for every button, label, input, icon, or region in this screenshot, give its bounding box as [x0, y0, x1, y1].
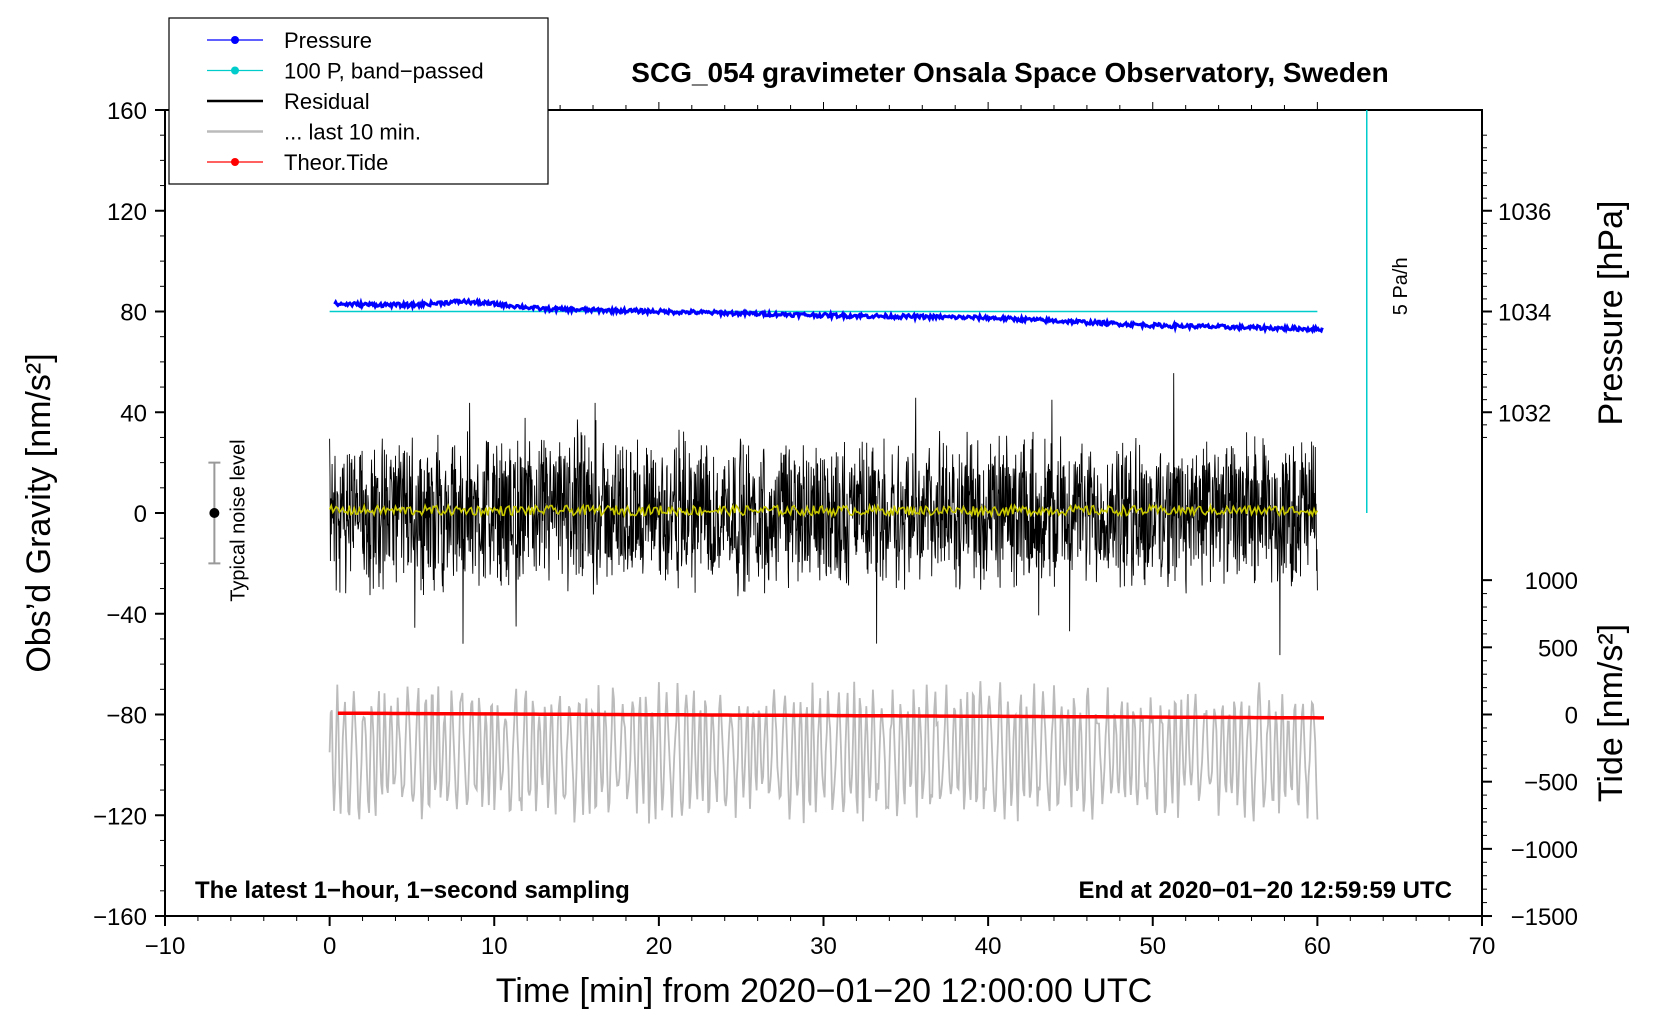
tide-axis-label: Tide [nm/s²] — [1592, 624, 1630, 802]
legend-label: ... last 10 min. — [284, 120, 421, 145]
y-tick-label: 120 — [107, 199, 147, 226]
series-theor-tide-line — [337, 711, 1324, 720]
legend-marker — [231, 158, 239, 166]
y-tick-label: −40 — [106, 602, 147, 629]
pressure-axis-label: Pressure [hPa] — [1592, 201, 1630, 426]
noise-bar-label: Typical noise level — [227, 439, 249, 601]
x-axis-ticks: −10 0 10 20 30 40 50 60 70 — [145, 102, 1496, 960]
pressure-tick-label: 1034 — [1498, 300, 1551, 327]
annotation-bottom-right: End at 2020−01−20 12:59:59 UTC — [1078, 877, 1452, 904]
pressure-tick-label: 1032 — [1498, 400, 1551, 427]
y-tick-label: −160 — [93, 904, 147, 931]
series-pressure-line — [333, 296, 1324, 335]
legend: Pressure 100 P, band−passed Residual ... la… — [168, 17, 549, 185]
legend-label: Pressure — [284, 28, 372, 53]
tide-tick-label: 1000 — [1525, 568, 1578, 595]
pressure-tick-label: 1036 — [1498, 199, 1551, 226]
y-axis-ticks: −160 −120 −80 −40 0 40 80 120 160 — [93, 98, 165, 931]
x-tick-label: 30 — [810, 933, 837, 960]
series-last-10-min-line — [328, 681, 1319, 824]
y-tick-label: 80 — [120, 300, 147, 327]
legend-label: Theor.Tide — [284, 150, 388, 175]
chart-title: SCG_054 gravimeter Onsala Space Observat… — [631, 57, 1388, 88]
series-residual-smoothed-line — [328, 502, 1319, 519]
y-tick-label: 0 — [134, 501, 147, 528]
y-tick-label: 40 — [120, 400, 147, 427]
legend-marker — [231, 66, 239, 75]
tide-tick-label: 500 — [1538, 635, 1578, 662]
x-tick-label: 20 — [646, 933, 673, 960]
x-tick-label: 0 — [323, 933, 336, 960]
tide-tick-label: 0 — [1565, 703, 1578, 730]
tide-axis-ticks: −1500 −1000 −500 0 500 1000 — [1482, 568, 1578, 931]
x-axis-label: Time [min] from 2020−01−20 12:00:00 UTC — [496, 972, 1152, 1010]
tide-tick-label: −500 — [1524, 770, 1578, 797]
x-tick-label: 10 — [481, 933, 508, 960]
x-tick-label: 40 — [975, 933, 1002, 960]
tide-tick-label: −1000 — [1511, 837, 1578, 864]
x-tick-label: 50 — [1139, 933, 1166, 960]
x-tick-label: −10 — [145, 933, 186, 960]
y-tick-label: −120 — [93, 803, 147, 830]
noise-bar — [208, 461, 221, 565]
y-tick-label: 160 — [107, 98, 147, 125]
legend-marker — [231, 36, 239, 44]
x-tick-label: 70 — [1469, 933, 1496, 960]
scale-bar-label: 5 Pa/h — [1390, 257, 1412, 315]
tide-tick-label: −1500 — [1511, 904, 1578, 931]
legend-label: 100 P, band−passed — [284, 59, 484, 84]
annotation-bottom-left: The latest 1−hour, 1−second sampling — [195, 877, 630, 904]
y-tick-label: −80 — [106, 703, 147, 730]
pressure-axis-ticks: 1032 1034 1036 — [1482, 134, 1551, 438]
y-axis-label: Obs’d Gravity [nm/s²] — [20, 353, 58, 672]
series-group — [328, 296, 1324, 824]
x-tick-label: 60 — [1304, 933, 1331, 960]
noise-bar-dot — [209, 508, 220, 518]
legend-label: Residual — [284, 89, 370, 114]
